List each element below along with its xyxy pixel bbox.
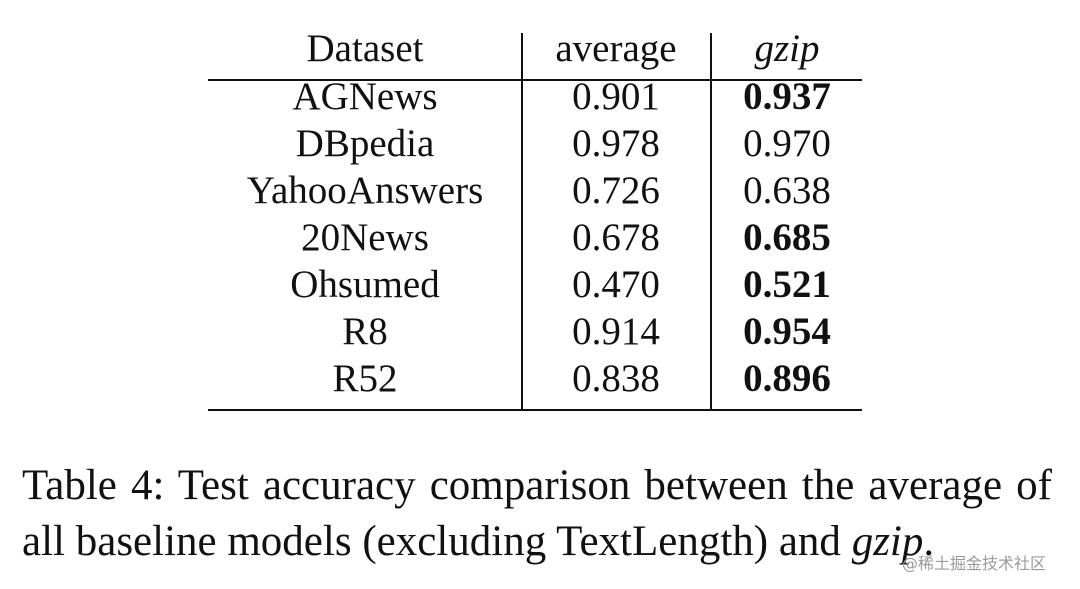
header-cell: Dataset	[307, 27, 424, 70]
caption-text: Table 4: Test accuracy comparison betwee…	[22, 462, 1052, 565]
table-cell: 0.726	[572, 169, 660, 212]
table-cell: 0.901	[572, 75, 660, 118]
table-cell: 20News	[301, 216, 429, 259]
caption: Table 4: Test accuracy comparison betwee…	[22, 458, 1052, 570]
table-cell: Ohsumed	[290, 263, 440, 306]
table-cell: 0.914	[572, 310, 660, 353]
table-cell: 0.470	[572, 263, 660, 306]
table-cell: 0.521	[743, 263, 831, 306]
table-cell: 0.678	[572, 216, 660, 259]
table-cell: DBpedia	[296, 122, 435, 165]
table: Dataset average gzip AGNews 0.901 0.937 DBp…	[208, 27, 862, 411]
header-cell: gzip	[754, 27, 819, 70]
table-cell: 0.685	[743, 216, 831, 259]
table-cell: 0.638	[743, 169, 831, 212]
table-cell: R8	[342, 310, 388, 353]
table-cell: YahooAnswers	[247, 169, 484, 212]
caption-end: .	[923, 518, 935, 565]
caption-emphasis: gzip	[851, 518, 924, 565]
table-cell: 0.954	[743, 310, 831, 353]
table-cell: AGNews	[292, 75, 437, 118]
header-cell: average	[555, 27, 676, 70]
table-cell: 0.970	[743, 122, 831, 165]
table-cell: 0.896	[743, 357, 831, 400]
table-cell: R52	[332, 357, 397, 400]
table-cell: 0.978	[572, 122, 660, 165]
table-cell: 0.838	[572, 357, 660, 400]
table-cell: 0.937	[743, 75, 831, 118]
watermark: @稀土掘金技术社区	[902, 554, 1047, 573]
